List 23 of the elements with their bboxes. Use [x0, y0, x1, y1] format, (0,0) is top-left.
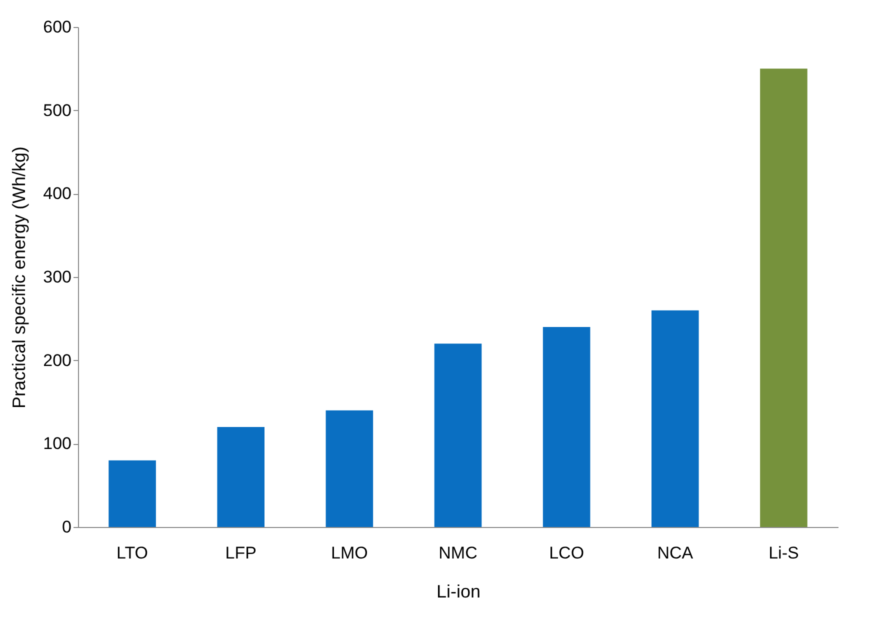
- y-tick-label: 0: [62, 518, 72, 536]
- x-tick-label: LTO: [116, 544, 148, 562]
- y-axis-title: Practical specific energy (Wh/kg): [9, 146, 30, 409]
- y-tick-label: 500: [43, 100, 72, 120]
- x-tick-label: LFP: [225, 544, 256, 562]
- x-tick-label: Li-S: [768, 544, 799, 562]
- x-tick-label: NCA: [657, 544, 694, 562]
- bar: [108, 460, 156, 527]
- x-tick-label: LMO: [331, 544, 368, 562]
- bar: [326, 410, 374, 527]
- bar: [217, 427, 265, 527]
- x-tick-label: NMC: [438, 544, 478, 562]
- y-tick-label: 100: [43, 434, 72, 454]
- y-tick-label: 200: [43, 350, 72, 370]
- bar: [760, 68, 808, 527]
- y-tick-label: 400: [43, 184, 72, 204]
- y-tick-label: 300: [43, 268, 72, 286]
- x-tick-label: LCO: [549, 544, 584, 562]
- bar: [434, 344, 482, 527]
- y-tick-label: 600: [43, 18, 72, 36]
- x-axis-title: Li-ion: [436, 582, 481, 602]
- bar: [542, 327, 590, 527]
- bar: [651, 310, 699, 527]
